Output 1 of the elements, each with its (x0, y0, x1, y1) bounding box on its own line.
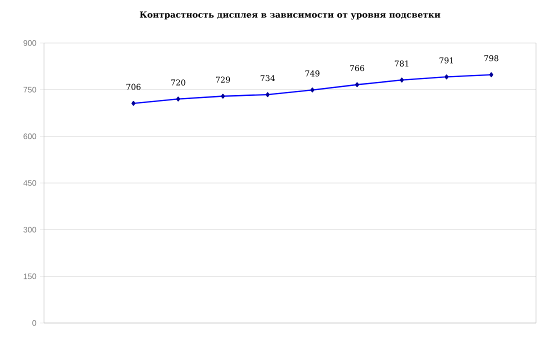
chart-title: Контрастность дисплея в зависимости от уровня подсветки (140, 11, 440, 20)
